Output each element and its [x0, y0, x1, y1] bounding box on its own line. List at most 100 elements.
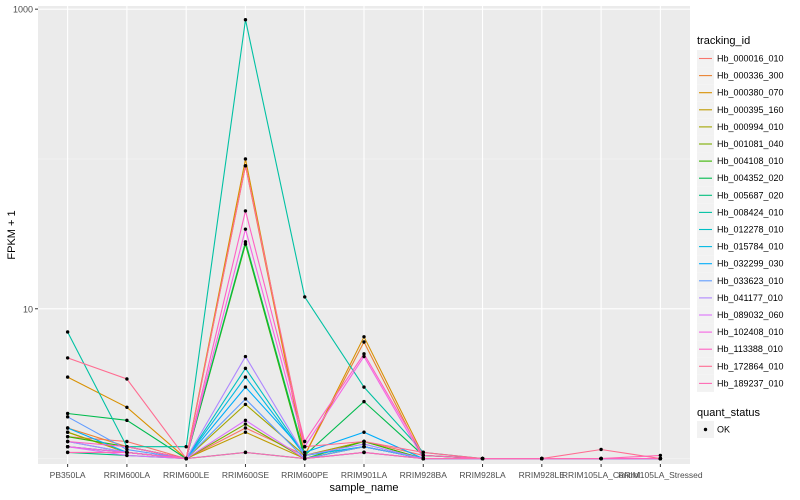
- data-point: [362, 352, 366, 356]
- data-point: [599, 447, 603, 452]
- legend-label: Hb_172864_010: [717, 361, 784, 371]
- data-point: [362, 442, 366, 446]
- legend-title: tracking_id: [697, 35, 750, 47]
- data-point: [125, 453, 129, 458]
- data-point: [184, 456, 188, 461]
- x-tick-label: PB350LA: [50, 470, 86, 480]
- data-point: [243, 164, 248, 168]
- data-point: [243, 426, 248, 430]
- legend-label: Hb_102408_010: [717, 327, 784, 337]
- data-point: [303, 453, 307, 458]
- data-point: [65, 330, 70, 334]
- data-point: [125, 405, 129, 409]
- data-point: [125, 450, 129, 455]
- data-point: [184, 445, 188, 449]
- legend: tracking_id Hb_000016_010Hb_000336_300Hb…: [697, 35, 784, 438]
- data-point: [243, 18, 248, 22]
- legend-label: Hb_008424_010: [717, 207, 784, 217]
- data-point: [362, 445, 366, 449]
- x-tick-label: RRIM600PE: [281, 470, 329, 480]
- legend-label: Hb_033623_010: [717, 276, 784, 286]
- legend-label: Hb_000380_070: [717, 88, 784, 98]
- data-point: [65, 375, 70, 379]
- legend-items: Hb_000016_010 Hb_000336_300 Hb_000380_070 H…: [697, 50, 784, 392]
- data-point: [243, 397, 248, 401]
- legend-label: Hb_113388_010: [717, 344, 783, 354]
- data-point: [540, 456, 544, 461]
- data-point: [243, 366, 248, 371]
- quant-status-label: OK: [717, 425, 730, 435]
- y-axis-label: FPKM + 1: [6, 210, 18, 259]
- data-point: [303, 450, 307, 455]
- legend-label: Hb_015784_010: [717, 242, 784, 252]
- data-point: [65, 450, 70, 455]
- series-points: [65, 18, 663, 461]
- data-point: [243, 385, 248, 389]
- data-point: [362, 385, 366, 389]
- x-axis: PB350LA RRIM600LA RRIM600LE RRIM600SE RRIM60…: [50, 464, 703, 480]
- data-point: [362, 354, 366, 359]
- y-axis: 10 1000: [13, 5, 38, 314]
- data-point: [243, 450, 248, 455]
- data-point: [65, 411, 70, 416]
- data-point: [125, 418, 129, 423]
- data-point: [362, 450, 366, 455]
- x-tick-label: RRIM901LA: [341, 470, 388, 480]
- y-tick-label: 1000: [13, 5, 33, 15]
- legend-label: Hb_032299_030: [717, 259, 784, 269]
- data-point: [125, 377, 129, 381]
- data-point: [125, 445, 129, 449]
- x-tick-label: RRIM928LE: [519, 470, 566, 480]
- data-point: [599, 456, 603, 461]
- quant-status-items: OK: [697, 421, 730, 438]
- legend-label: Hb_000336_300: [717, 71, 784, 81]
- data-point: [421, 453, 425, 458]
- data-point: [421, 456, 425, 461]
- data-point: [362, 439, 366, 444]
- data-point: [362, 335, 366, 339]
- data-point: [658, 453, 663, 458]
- x-tick-label: RRIM600SE: [222, 470, 270, 480]
- data-point: [362, 399, 366, 404]
- legend-label: Hb_089032_060: [717, 310, 784, 320]
- quant-status-legend-title: quant_status: [697, 407, 760, 419]
- legend-label: Hb_004108_010: [717, 156, 784, 166]
- data-point: [65, 415, 70, 419]
- data-point: [65, 434, 70, 439]
- data-point: [303, 456, 307, 461]
- x-tick-label: RRIM928LA: [459, 470, 506, 480]
- data-point: [243, 227, 248, 231]
- data-point: [243, 418, 248, 423]
- x-tick-label: RRIM928BA: [400, 470, 448, 480]
- data-point: [243, 402, 248, 407]
- data-point: [125, 447, 129, 452]
- data-point: [125, 439, 129, 444]
- data-point: [303, 445, 307, 449]
- data-point: [303, 439, 307, 444]
- legend-label: Hb_000395_160: [717, 105, 784, 115]
- legend-label: Hb_005687_020: [717, 190, 784, 200]
- legend-label: Hb_000016_010: [717, 54, 784, 64]
- legend-label: Hb_189237_010: [717, 378, 784, 388]
- data-point: [421, 450, 425, 455]
- data-point: [65, 445, 70, 449]
- x-tick-label: RRIM105LA_Stressed: [618, 470, 703, 480]
- x-tick-label: RRIM600LA: [104, 470, 151, 480]
- data-point: [243, 157, 248, 161]
- data-point: [243, 209, 248, 213]
- data-point: [243, 422, 248, 426]
- data-point: [65, 356, 70, 360]
- legend-label: Hb_041177_010: [717, 293, 783, 303]
- quant-status-key-point: [703, 427, 708, 432]
- data-point: [243, 354, 248, 359]
- legend-label: Hb_000994_010: [717, 122, 784, 132]
- data-point: [303, 295, 307, 299]
- data-point: [243, 242, 248, 246]
- data-point: [362, 340, 366, 344]
- x-axis-label: sample_name: [329, 482, 398, 494]
- x-tick-label: RRIM105LA_Control: [562, 470, 641, 480]
- data-point: [480, 456, 485, 461]
- data-point: [243, 240, 248, 244]
- legend-label: Hb_012278_010: [717, 225, 784, 235]
